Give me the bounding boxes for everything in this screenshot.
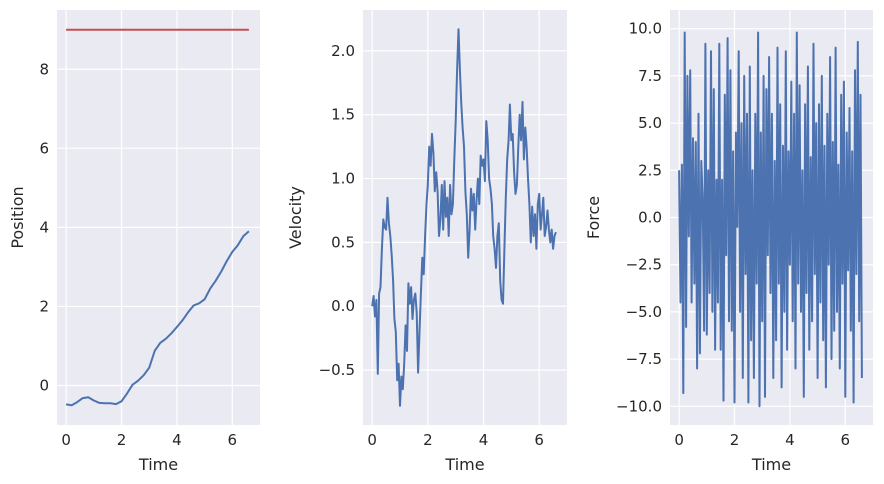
y-tick-label: 2.5	[638, 161, 662, 179]
y-tick-label: 0.5	[331, 233, 355, 251]
y-axis-label: Force	[584, 196, 603, 239]
chart-position: 0 2 4 6 0 2 4 6 8 Time Position	[8, 10, 260, 474]
y-tick-label: 2.0	[331, 42, 355, 60]
chart-force: 0 2 4 6 −10.0 −7.5 −5.0 −2.5 0.0 2.5 5.0 7.5 10.0 Tim…	[584, 10, 873, 474]
x-tick-label: 2	[117, 431, 127, 449]
series-line-0	[371, 28, 557, 407]
x-tick-label: 0	[367, 431, 377, 449]
x-tick-label: 6	[228, 431, 238, 449]
y-tick-label: −7.5	[626, 350, 662, 368]
y-tick-label: 7.5	[638, 67, 662, 85]
x-tick-label: 4	[479, 431, 489, 449]
y-tick-label: 8	[39, 60, 49, 78]
plot-background	[57, 10, 260, 425]
y-tick-label: −0.5	[319, 361, 355, 379]
y-tick-label: 4	[39, 218, 49, 236]
y-tick-label: 1.0	[331, 170, 355, 188]
y-axis-label: Position	[8, 186, 27, 248]
x-axis-label: Time	[138, 455, 178, 474]
chart-velocity: 0 2 4 6 −0.5 0.0 0.5 1.0 1.5 2.0 Time Velocity	[286, 10, 567, 474]
y-tick-label: 1.5	[331, 106, 355, 124]
x-tick-label: 2	[730, 431, 740, 449]
y-tick-label: −2.5	[626, 256, 662, 274]
x-tick-label: 4	[785, 431, 795, 449]
x-axis-label: Time	[751, 455, 791, 474]
x-tick-label: 6	[534, 431, 544, 449]
y-tick-label: −10.0	[616, 397, 662, 415]
x-tick-label: 4	[172, 431, 182, 449]
x-axis-label: Time	[444, 455, 484, 474]
y-tick-label: 5.0	[638, 114, 662, 132]
x-tick-label: 0	[674, 431, 684, 449]
y-tick-label: 0.0	[638, 209, 662, 227]
y-tick-label: −5.0	[626, 303, 662, 321]
series-line-1	[65, 230, 250, 407]
y-tick-label: 6	[39, 139, 49, 157]
x-tick-label: 0	[61, 431, 71, 449]
series-line-0	[678, 31, 863, 408]
y-tick-label: 10.0	[629, 20, 662, 38]
y-axis-label: Velocity	[286, 186, 305, 249]
y-tick-label: 2	[39, 297, 49, 315]
y-tick-label: 0.0	[331, 297, 355, 315]
y-tick-label: 0	[39, 376, 49, 394]
x-tick-label: 6	[841, 431, 851, 449]
x-tick-label: 2	[423, 431, 433, 449]
